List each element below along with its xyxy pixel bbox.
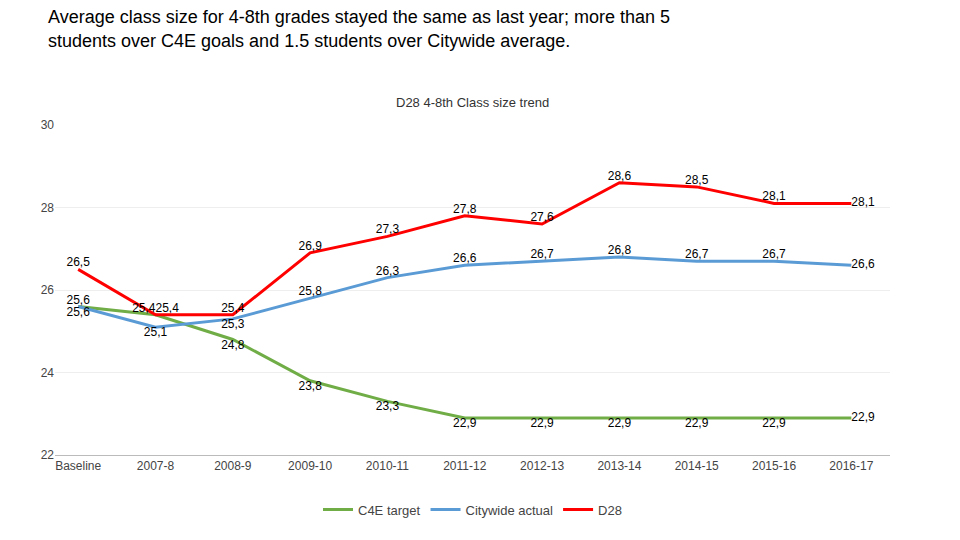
- svg-text:D28 4-8th Class size trend: D28 4-8th Class size trend: [396, 95, 549, 110]
- svg-text:25,8: 25,8: [298, 284, 322, 298]
- svg-text:2013-14: 2013-14: [597, 459, 641, 473]
- svg-text:2014-15: 2014-15: [675, 459, 719, 473]
- svg-text:25,6: 25,6: [67, 305, 91, 319]
- svg-text:30: 30: [41, 118, 55, 132]
- svg-text:26,7: 26,7: [685, 247, 709, 261]
- svg-text:2009-10: 2009-10: [288, 459, 332, 473]
- svg-text:26,8: 26,8: [608, 243, 632, 257]
- svg-text:23,8: 23,8: [298, 379, 322, 393]
- svg-text:C4E target: C4E target: [358, 503, 421, 518]
- svg-text:26,9: 26,9: [298, 239, 322, 253]
- svg-text:25,4: 25,4: [221, 301, 245, 315]
- svg-text:22,9: 22,9: [453, 416, 477, 430]
- svg-text:26,5: 26,5: [67, 255, 91, 269]
- svg-text:22,9: 22,9: [851, 410, 875, 424]
- svg-text:Average class size for 4-8th g: Average class size for 4-8th grades stay…: [48, 7, 670, 50]
- svg-text:26,6: 26,6: [851, 257, 875, 271]
- svg-text:2008-9: 2008-9: [214, 459, 252, 473]
- svg-text:26,6: 26,6: [453, 251, 477, 265]
- svg-text:27,8: 27,8: [453, 202, 477, 216]
- svg-text:26,3: 26,3: [376, 264, 400, 278]
- svg-text:28,5: 28,5: [685, 173, 709, 187]
- svg-text:26,7: 26,7: [530, 247, 554, 261]
- svg-text:25,4: 25,4: [132, 301, 156, 315]
- svg-text:25,3: 25,3: [221, 317, 245, 331]
- svg-text:2007-8: 2007-8: [137, 459, 175, 473]
- svg-text:22: 22: [41, 448, 55, 462]
- svg-text:27,3: 27,3: [376, 222, 400, 236]
- svg-text:28,6: 28,6: [608, 169, 632, 183]
- svg-text:28: 28: [41, 201, 55, 215]
- svg-text:27,6: 27,6: [530, 210, 554, 224]
- svg-text:D28: D28: [598, 503, 622, 518]
- svg-text:28,1: 28,1: [762, 189, 786, 203]
- svg-text:Citywide actual: Citywide actual: [466, 503, 554, 518]
- svg-text:25,6: 25,6: [67, 293, 91, 307]
- svg-text:2011-12: 2011-12: [443, 459, 486, 473]
- svg-text:23,3: 23,3: [376, 399, 400, 413]
- svg-text:22,9: 22,9: [608, 416, 632, 430]
- svg-text:25,4: 25,4: [156, 301, 180, 315]
- svg-text:25,1: 25,1: [144, 325, 168, 339]
- svg-text:22,9: 22,9: [762, 416, 786, 430]
- svg-text:28,1: 28,1: [851, 195, 875, 209]
- svg-text:24,8: 24,8: [221, 338, 245, 352]
- svg-text:24: 24: [41, 366, 55, 380]
- svg-text:2012-13: 2012-13: [520, 459, 564, 473]
- svg-text:22,9: 22,9: [530, 416, 554, 430]
- svg-text:Baseline: Baseline: [55, 459, 101, 473]
- svg-text:2015-16: 2015-16: [752, 459, 796, 473]
- svg-text:2016-17: 2016-17: [829, 459, 873, 473]
- svg-text:22,9: 22,9: [685, 416, 709, 430]
- svg-text:2010-11: 2010-11: [366, 459, 409, 473]
- svg-text:26,7: 26,7: [762, 247, 786, 261]
- svg-text:26: 26: [41, 283, 55, 297]
